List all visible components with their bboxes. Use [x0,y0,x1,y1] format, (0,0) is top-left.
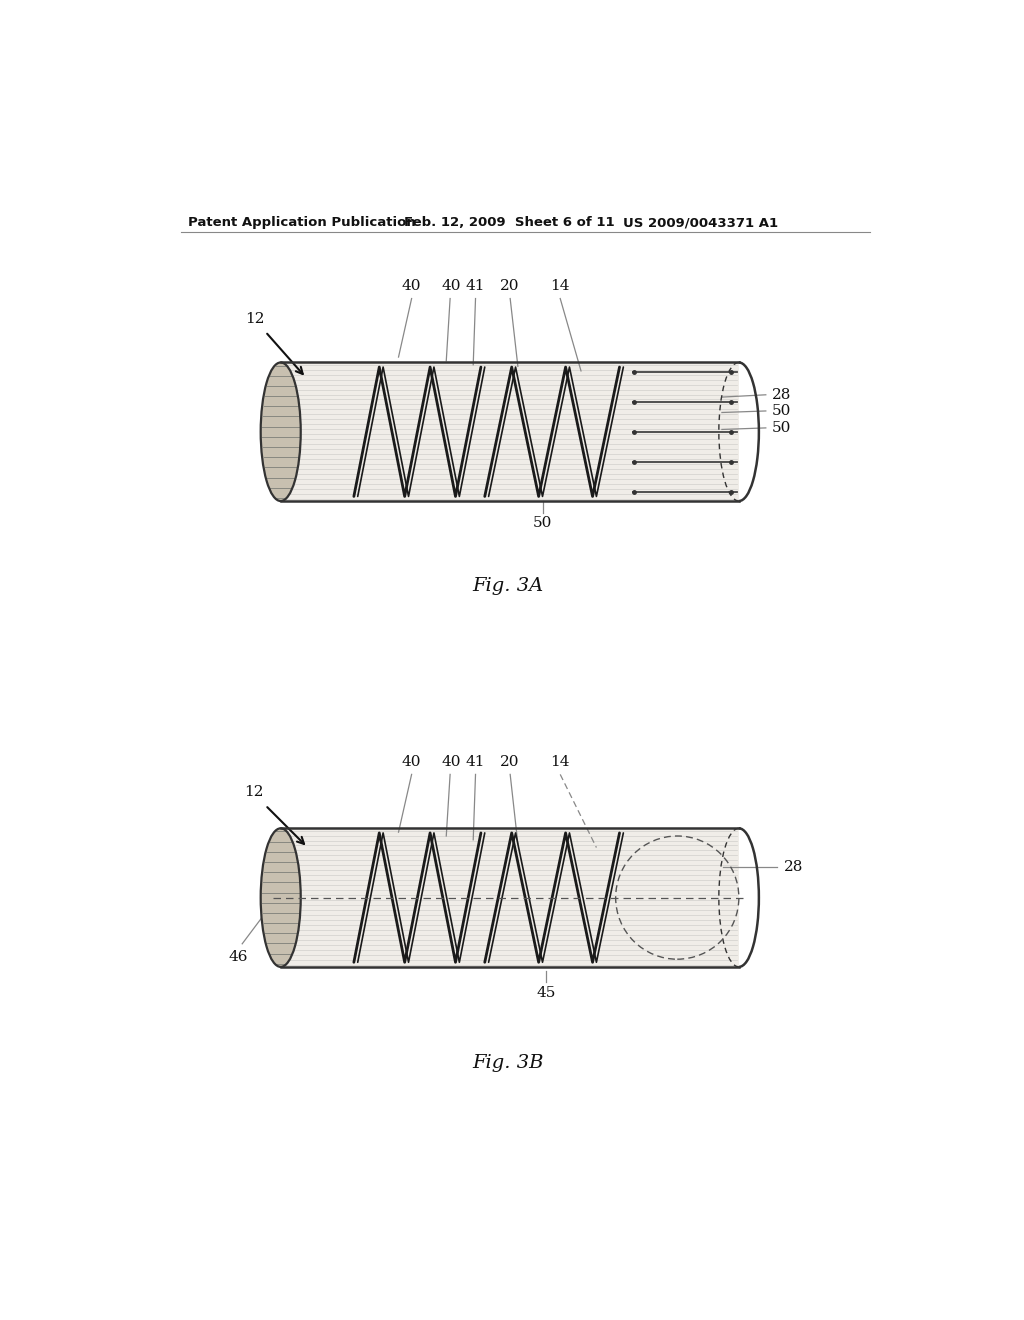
Text: Patent Application Publication: Patent Application Publication [188,216,416,230]
Text: 41: 41 [466,279,485,293]
Text: 40: 40 [401,279,421,293]
Text: 12: 12 [244,785,263,799]
Text: 50: 50 [532,516,552,531]
Text: Fig. 3A: Fig. 3A [472,577,544,595]
Text: 14: 14 [551,755,570,770]
Text: 20: 20 [501,279,520,293]
Text: 40: 40 [441,755,461,770]
Text: 12: 12 [246,313,265,326]
Text: 40: 40 [401,755,421,770]
Ellipse shape [261,829,301,968]
Text: 46: 46 [228,950,248,964]
Text: 41: 41 [466,755,485,770]
Text: 28: 28 [783,859,803,874]
Text: 50: 50 [772,404,792,418]
Polygon shape [281,363,739,502]
Text: 14: 14 [551,279,570,293]
Text: 50: 50 [772,421,792,434]
Text: 28: 28 [772,388,792,401]
Text: Feb. 12, 2009  Sheet 6 of 11: Feb. 12, 2009 Sheet 6 of 11 [403,216,614,230]
Text: 45: 45 [537,986,556,1001]
Text: US 2009/0043371 A1: US 2009/0043371 A1 [624,216,778,230]
Polygon shape [281,829,739,966]
Text: 40: 40 [441,279,461,293]
Text: 20: 20 [501,755,520,770]
Text: Fig. 3B: Fig. 3B [472,1055,544,1072]
Ellipse shape [261,363,301,502]
